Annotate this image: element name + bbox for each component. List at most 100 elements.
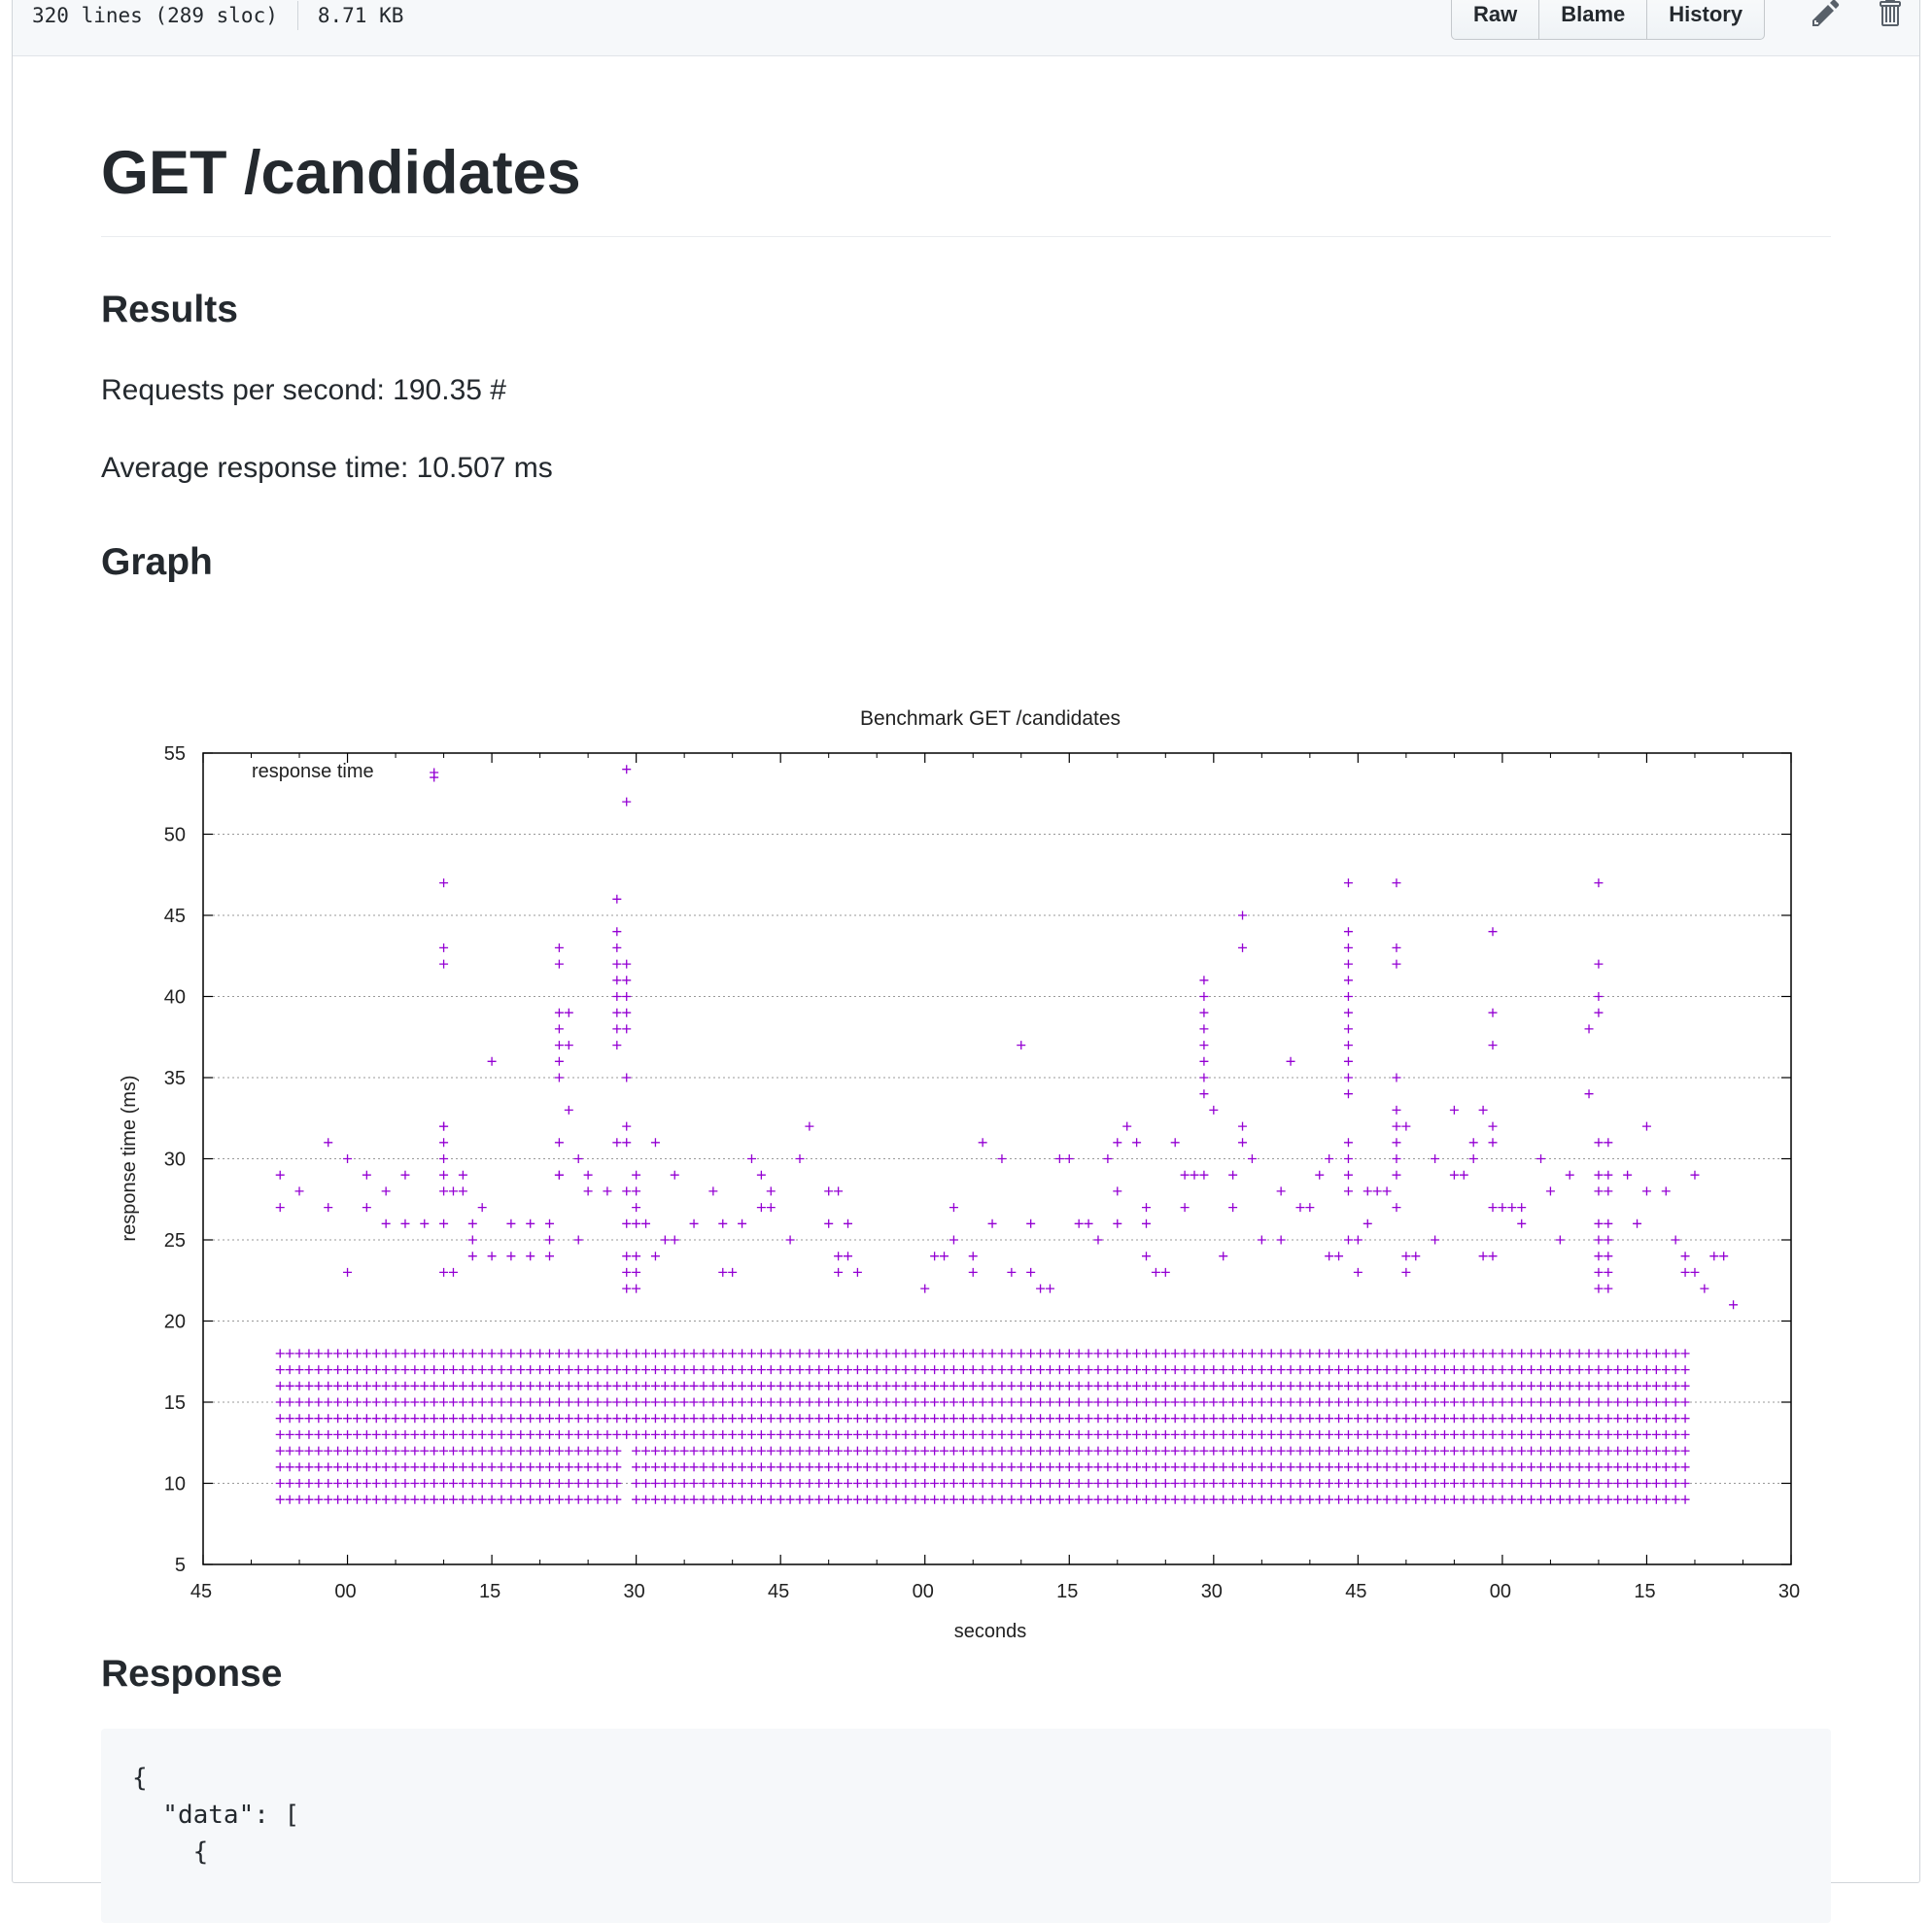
x-tick-label: 15: [1634, 1581, 1655, 1602]
data-point: [612, 943, 622, 952]
data-point: [1478, 1252, 1488, 1261]
data-point: [1431, 1235, 1440, 1245]
data-point: [554, 959, 564, 969]
data-point: [1488, 1252, 1498, 1261]
data-point: [1266, 1446, 1276, 1456]
history-button[interactable]: History: [1669, 2, 1743, 26]
data-point: [940, 1429, 949, 1439]
data-point: [805, 1462, 814, 1472]
data-point: [978, 1381, 987, 1391]
data-point: [738, 1429, 747, 1439]
data-point: [1026, 1479, 1036, 1488]
data-point: [1170, 1446, 1180, 1456]
data-point: [1459, 1462, 1468, 1472]
blame-button[interactable]: Blame: [1539, 0, 1648, 39]
data-point: [1064, 1154, 1074, 1163]
data-point: [1113, 1349, 1122, 1358]
data-point: [911, 1429, 920, 1439]
data-point: [641, 1494, 651, 1504]
data-point: [1199, 1041, 1209, 1050]
data-point: [477, 1414, 487, 1424]
data-point: [1170, 1138, 1180, 1148]
data-point: [785, 1414, 795, 1424]
data-point: [949, 1446, 958, 1456]
data-point: [805, 1349, 814, 1358]
data-point: [1594, 1267, 1604, 1277]
data-point: [1594, 878, 1604, 888]
data-point: [1325, 1446, 1334, 1456]
data-point: [1392, 1414, 1401, 1424]
data-point: [1700, 1284, 1709, 1293]
data-point: [439, 1494, 449, 1504]
data-point: [439, 959, 449, 969]
data-point: [1084, 1479, 1093, 1488]
data-point: [352, 1446, 362, 1456]
data-point: [708, 1429, 718, 1439]
data-point: [1459, 1397, 1468, 1407]
data-point: [1604, 1252, 1613, 1261]
data-point: [1641, 1446, 1651, 1456]
data-point: [679, 1494, 689, 1504]
data-point: [920, 1462, 930, 1472]
data-point: [1325, 1397, 1334, 1407]
data-point: [564, 1446, 573, 1456]
raw-button[interactable]: Raw: [1452, 0, 1540, 39]
data-point: [699, 1429, 708, 1439]
data-point: [1180, 1429, 1190, 1439]
data-point: [467, 1252, 477, 1261]
data-point: [1431, 1414, 1440, 1424]
data-point: [1122, 1494, 1132, 1504]
data-point: [314, 1446, 324, 1456]
data-point: [641, 1381, 651, 1391]
data-point: [1103, 1414, 1113, 1424]
data-point: [1392, 1121, 1401, 1131]
data-point: [1315, 1446, 1325, 1456]
data-point: [545, 1349, 555, 1358]
data-point: [1142, 1446, 1151, 1456]
data-point: [612, 1462, 622, 1472]
data-point: [1045, 1446, 1054, 1456]
data-point: [622, 1381, 632, 1391]
data-point: [746, 1462, 756, 1472]
data-point: [1478, 1462, 1488, 1472]
data-point: [343, 1494, 353, 1504]
data-point: [940, 1365, 949, 1375]
data-point: [275, 1203, 285, 1213]
data-point: [891, 1349, 901, 1358]
data-point: [1266, 1414, 1276, 1424]
data-point: [1045, 1349, 1054, 1358]
trash-icon[interactable]: [1875, 0, 1904, 28]
data-point: [1613, 1397, 1623, 1407]
data-point: [343, 1154, 353, 1163]
pencil-icon[interactable]: [1812, 0, 1844, 28]
data-point: [756, 1349, 766, 1358]
data-point: [1555, 1446, 1565, 1456]
data-point: [1545, 1494, 1555, 1504]
data-point: [439, 1121, 449, 1131]
data-point: [862, 1446, 872, 1456]
data-point: [1209, 1462, 1219, 1472]
data-point: [834, 1186, 844, 1196]
data-point: [1026, 1397, 1036, 1407]
data-point: [650, 1138, 660, 1148]
data-point: [1421, 1494, 1431, 1504]
data-point: [1574, 1446, 1584, 1456]
data-point: [1372, 1186, 1382, 1196]
data-point: [1498, 1381, 1507, 1391]
data-point: [1295, 1397, 1305, 1407]
data-point: [930, 1494, 940, 1504]
data-point: [593, 1479, 603, 1488]
data-point: [1247, 1365, 1257, 1375]
data-point: [1478, 1397, 1488, 1407]
data-point: [1439, 1494, 1449, 1504]
data-point: [805, 1397, 814, 1407]
data-point: [1064, 1446, 1074, 1456]
data-point: [497, 1429, 506, 1439]
data-point: [708, 1462, 718, 1472]
data-point: [1401, 1252, 1411, 1261]
data-point: [679, 1479, 689, 1488]
data-point: [1054, 1494, 1064, 1504]
data-point: [285, 1446, 294, 1456]
data-point: [275, 1365, 285, 1375]
data-point: [718, 1267, 728, 1277]
